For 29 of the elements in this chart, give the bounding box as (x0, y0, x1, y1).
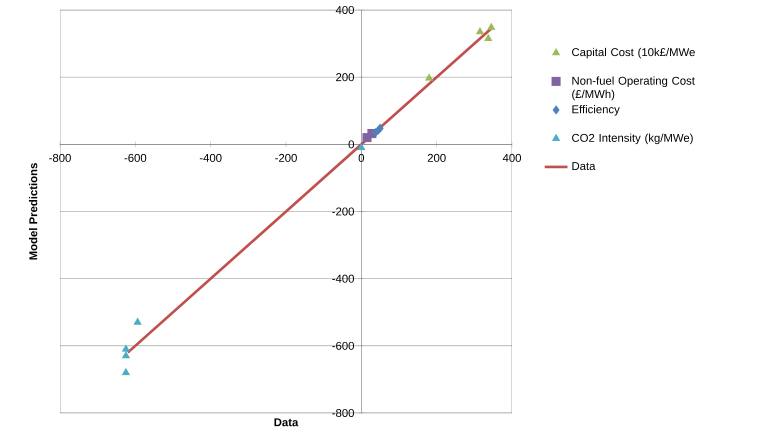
legend-label: Non-fuel Operating Cost (£/MWh) (572, 76, 695, 100)
y-tick-label: -800 (332, 408, 354, 418)
x-tick-label: 0 (358, 154, 364, 162)
point (484, 34, 492, 41)
legend-label: CO2 Intensity (kg/MWe) (572, 134, 693, 144)
point (134, 318, 142, 325)
y-tick-label: -400 (332, 274, 354, 283)
legend-label: Data (572, 162, 596, 170)
x-tick-label: 400 (502, 154, 522, 162)
point (425, 74, 434, 81)
point (122, 351, 130, 358)
y-tick-label: -600 (332, 342, 354, 350)
point (122, 344, 130, 352)
point (357, 143, 366, 150)
x-tick-label: -200 (275, 154, 297, 162)
point (487, 22, 496, 30)
x-tick-label: -400 (200, 154, 222, 162)
x-axis-title: Data (274, 418, 298, 426)
y-tick-label: 200 (336, 73, 354, 82)
y-tick-label: 400 (336, 6, 354, 14)
y-axis-title: Model Predictions (28, 163, 38, 260)
legend-label: Efficiency (572, 104, 620, 116)
y-tick-label: -200 (332, 207, 354, 216)
legend-label: Capital Cost (10k£/MWe (572, 48, 695, 58)
x-tick-label: -600 (124, 154, 146, 162)
point (476, 27, 484, 34)
x-tick-label: -800 (49, 154, 71, 162)
point (122, 368, 130, 376)
x-tick-label: 200 (428, 154, 446, 162)
